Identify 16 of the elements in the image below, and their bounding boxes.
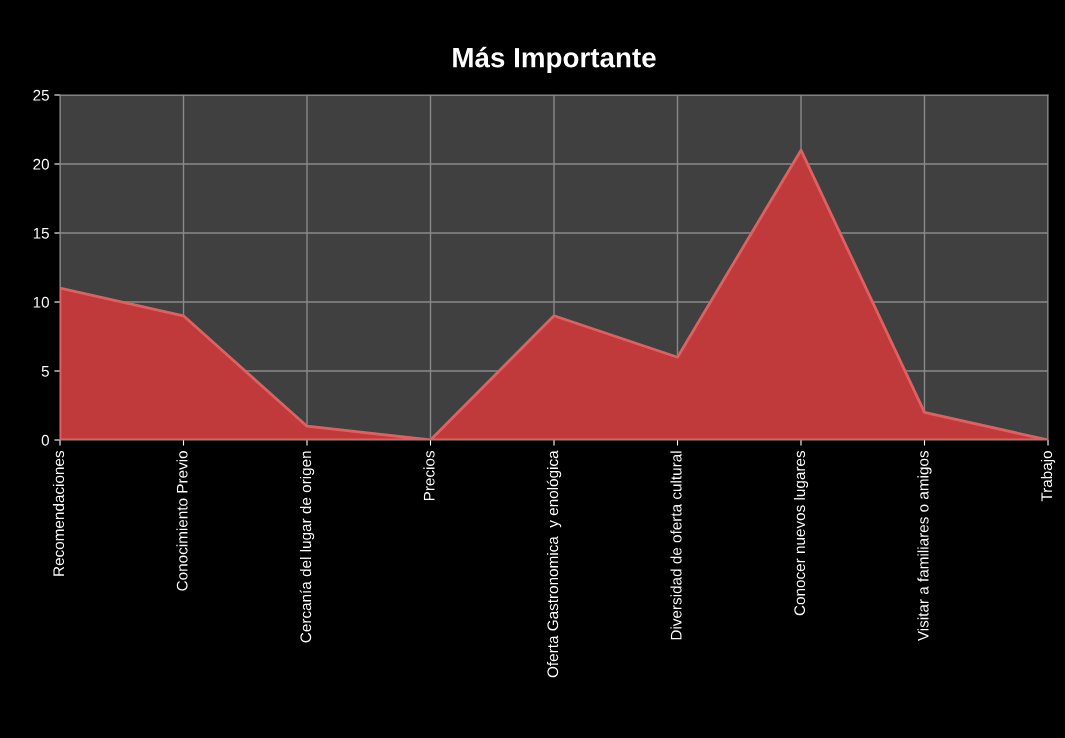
- x-tick-label: Precios: [423, 450, 435, 501]
- y-tick-label: 20: [33, 158, 49, 170]
- y-tick-label: 15: [33, 228, 49, 239]
- x-tick-label: Conocer nuevos lugares: [793, 450, 809, 616]
- x-tick-label: Oferta Gastronomica y enológica: [546, 450, 562, 678]
- x-tick-label: Diversidad de oferta cultural: [670, 451, 682, 640]
- y-tick-label: 25: [33, 89, 49, 101]
- y-tick-label: 5: [41, 366, 49, 377]
- y-tick-label: 10: [33, 296, 49, 308]
- x-tick-label: Trabajo: [1040, 451, 1056, 502]
- x-tick-label: Recomendaciones: [52, 450, 65, 576]
- chart-title: Más Importante: [453, 46, 656, 73]
- x-tick-label: Conocimiento Previo: [176, 451, 188, 591]
- x-tick-label: Visitar a familiares o amigos: [917, 450, 932, 642]
- y-tick-label: 0: [41, 434, 49, 446]
- x-tick-label: Cercanía del lugar de origen: [299, 451, 315, 643]
